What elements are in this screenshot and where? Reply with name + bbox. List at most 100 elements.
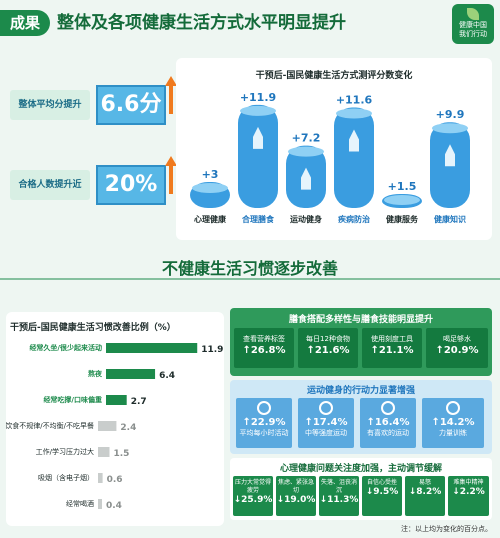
dumbbell-icon [446,401,460,415]
bar-cap [240,105,276,116]
panel-title: 心理健康问题关注度加强，主动调节缓解 [279,464,442,474]
data-label: 0.6 [107,475,123,485]
item-label: 查看营养标签 [243,335,285,343]
bar [98,447,110,457]
item-pct: ↑22.9% [242,417,286,428]
section-title: 不健康生活习惯逐步改善 [161,259,338,278]
item-label: 难集中精神 [453,479,484,486]
data-label: +3 [202,168,219,181]
category-label: 熬夜 [88,369,103,378]
item-label: 力量训练 [439,429,467,437]
category-label: 经常喝酒 [66,499,94,508]
category-label: 健康服务 [386,214,419,224]
category-label: 合理膳食 [241,214,275,224]
mental-item: 自信心受挫 ↓9.5% [362,476,402,516]
footnote: 注：以上均为变化的百分点。 [401,525,492,533]
stat-label: 整体平均分提升 [10,90,90,120]
diet-item: 喝足够水 ↑20.9% [426,328,488,368]
heart-icon [381,401,395,415]
item-label: 平均每小时活动 [239,429,289,437]
category-label: 饮食不规律/不均衡/不吃早餐 [6,421,94,430]
item-label: 压力大常觉得疲劳 [234,479,271,494]
item-pct: ↑21.6% [306,345,350,356]
bar-cap [384,195,420,205]
item-pct: ↑20.9% [435,345,479,356]
header: 成果 整体及各项健康生活方式水平明显提升 健康中国 我们行动 [0,0,500,46]
data-label: +1.5 [388,180,417,193]
data-label: 0.4 [106,501,122,511]
mental-item: 易怒 ↓8.2% [405,476,445,516]
stat-value: 20% [96,165,166,205]
item-label: 使用刻度工具 [371,335,413,343]
item-pct: ↑21.1% [370,345,414,356]
rocket-icon [349,129,359,152]
heartbeat-icon [319,401,333,415]
arrow-up-icon [165,76,177,114]
habit-improvement-chart-card: 干预后-国民健康生活习惯改善比例（%） 经常久坐/很少起来活动 11.9 熬夜 6.4… [6,312,224,526]
item-pct: ↓8.2% [408,487,442,497]
rocket-icon [253,126,263,149]
data-label: 6.4 [159,371,175,381]
data-label: 2.4 [120,423,136,433]
category-label: 运动健身 [290,214,322,224]
score-change-chart-card: 干预后-国民健康生活方式测评分数变化 +3 心理健康 +11.9 合理膳食 +7.2 运动… [176,58,492,240]
exercise-item: ↑22.9% 平均每小时活动 [236,398,292,448]
rocket-icon [301,167,311,190]
exercise-item: ↑16.4% 有喜欢的运动 [360,398,416,448]
diet-item: 使用刻度工具 ↑21.1% [362,328,422,368]
exercise-item: ↑14.2% 力量训练 [422,398,484,448]
category-label: 经常久坐/很少起来活动 [29,343,102,352]
data-label: +7.2 [292,132,321,145]
category-label: 工作/学习压力过大 [36,447,94,456]
diet-item: 每日12种食物 ↑21.6% [298,328,358,368]
data-label: +9.9 [436,108,465,121]
bar-cap [432,123,468,134]
item-pct: ↓11.3% [319,495,359,505]
panel-title: 膳食搭配多样性与膳食技能明显提升 [288,315,433,325]
bar [98,421,117,431]
stat-qualified-rate: 合格人数提升近 20% [10,156,177,216]
item-pct: ↓9.5% [365,487,399,497]
mental-item: 失落、沮丧消沉 ↓11.3% [319,476,359,516]
item-pct: ↓2.2% [452,487,485,497]
clock-icon [257,401,271,415]
chart-title: 干预后-国民健康生活方式测评分数变化 [255,71,413,81]
category-label: 健康知识 [434,214,466,224]
mental-item: 难集中精神 ↓2.2% [448,476,489,516]
mental-item: 焦虑、紧张急切 ↓19.0% [276,476,316,516]
item-pct: ↑26.8% [242,345,286,356]
logo-text-2: 我们行动 [459,30,487,38]
bar [106,369,156,379]
category-label: 心理健康 [194,214,227,224]
data-label: +11.9 [240,91,276,104]
logo-text-1: 健康中国 [459,21,487,29]
section-tag: 成果 [0,10,50,36]
leaf-icon [467,8,479,20]
chart-title: 干预后-国民健康生活习惯改善比例（%） [10,323,176,333]
item-label: 易怒 [418,479,431,486]
rocket-icon [445,144,455,167]
data-label: 2.7 [131,397,147,407]
item-pct: ↓25.9% [233,495,273,505]
item-pct: ↑17.4% [304,417,348,428]
category-label: 经常吃撑/口味偏重 [43,395,102,404]
bar [106,395,127,405]
diet-item: 查看营养标签 ↑26.8% [234,328,294,368]
stat-label: 合格人数提升近 [10,170,90,200]
brand-logo: 健康中国 我们行动 [452,4,494,44]
data-label: +11.6 [336,93,373,106]
score-change-chart: +3 心理健康 +11.9 合理膳食 +7.2 运动健身 +11.6 疾病防治 +1.5 健康服务… [190,91,470,224]
divider [0,278,500,280]
bar [238,104,278,208]
exercise-item: ↑17.4% 中等强度运动 [298,398,354,448]
item-label: 失落、沮丧消沉 [320,479,357,494]
item-pct: ↓19.0% [276,495,316,505]
mental-item: 压力大常觉得疲劳 ↓25.9% [233,476,273,516]
arrow-up-icon [165,156,177,194]
item-label: 中等强度运动 [305,429,347,437]
item-pct: ↑14.2% [431,417,475,428]
bar [98,473,103,483]
stat-average-score: 整体平均分提升 6.6分 [10,76,177,136]
item-label: 焦虑、紧张急切 [277,479,314,494]
stat-value: 6.6分 [96,85,166,125]
